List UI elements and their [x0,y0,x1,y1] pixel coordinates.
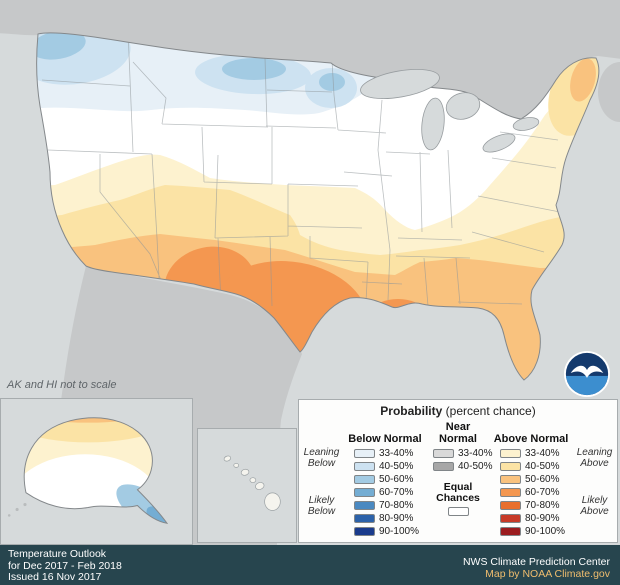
below-swatch-60-70 [353,488,375,497]
map-scale-note: AK and HI not to scale [7,379,117,391]
legend-left-side-labels: Leaning Below Likely Below [299,421,344,538]
maritime-canada [598,62,620,122]
above-swatch-40-50 [500,462,521,471]
alaska-inset-map [0,398,193,545]
canada-landmass [0,0,620,121]
below-swatch-40-50 [353,462,375,471]
aleutian-islands [7,502,27,517]
range-label: 33-40% [378,448,414,459]
alaska-shading [24,417,168,524]
footer-line-3: Issued 16 Nov 2017 [8,571,102,583]
equal-chances-swatch-wrap [426,507,490,516]
legend-row: 70-80% [490,499,572,512]
great-lakes [360,69,540,153]
below-swatch-50-60 [353,475,375,484]
above-normal-column: Above Normal 33-40% 40-50% 50-60% 60-70%… [490,421,572,538]
range-label: 50-60% [378,474,414,485]
range-label: 90-100% [378,526,419,537]
region-below-50-60 [36,32,345,91]
below-normal-header: Below Normal [348,432,422,445]
noaa-logo [563,350,611,398]
state-borders [41,32,561,307]
leaning-above-label: Leaning Above [576,447,613,469]
leaning-below-label: Leaning Below [303,447,340,469]
legend-title: Probability (percent chance) [299,404,617,418]
footer-credit-block: NWS Climate Prediction Center Map by NOA… [463,549,610,585]
near-swatch-40-50 [433,462,454,471]
conus-map [0,0,620,545]
hawaiian-islands [223,455,281,511]
below-swatch-33-40 [353,449,375,458]
range-label: 70-80% [525,500,560,511]
range-label: 90-100% [525,526,566,537]
range-label: 60-70% [378,487,414,498]
legend-body: Leaning Below Likely Below Below Normal … [299,421,617,538]
range-label: 50-60% [525,474,560,485]
range-label: 40-50% [525,461,560,472]
noaa-logo-gull-icon [570,365,604,378]
range-label: 40-50% [458,461,493,472]
legend-row: 50-60% [490,473,572,486]
footer-credit-cpc: NWS Climate Prediction Center [462,556,610,568]
likely-below-label: Likely Below [307,495,336,517]
probability-legend: Probability (percent chance) Leaning Bel… [298,399,618,543]
alaska-outline [23,417,169,524]
above-swatch-80-90 [500,514,521,523]
noaa-logo-ocean [565,375,609,396]
region-maine-above-50-60 [570,58,596,102]
range-label: 70-80% [378,500,414,511]
below-swatch-80-90 [353,514,375,523]
legend-row: 90-100% [490,525,572,538]
below-normal-column: Below Normal 33-40% 40-50% 50-60% 60-70%… [344,421,426,538]
likely-above-label: Likely Above [580,495,609,517]
legend-row: 60-70% [490,486,572,499]
near-swatch-33-40 [433,449,454,458]
legend-row: 70-80% [344,499,426,512]
above-swatch-50-60 [500,475,521,484]
legend-row: 40-50% [344,460,426,473]
range-label: 60-70% [525,487,560,498]
footer-line-2: for Dec 2017 - Feb 2018 [8,559,122,572]
equal-chances-label: Equal Chances [436,481,480,504]
legend-row: 80-90% [344,512,426,525]
range-label: 33-40% [525,448,560,459]
above-swatch-70-80 [500,501,521,510]
near-normal-column: Near Normal 33-40% 40-50% Equal Chances [426,421,493,538]
legend-row: 33-40% [426,447,493,460]
above-swatch-33-40 [500,449,521,458]
above-swatch-90-100 [500,527,521,536]
legend-row: 33-40% [490,447,572,460]
legend-title-word: Probability [380,404,443,418]
legend-row: 60-70% [344,486,426,499]
range-label: 80-90% [378,513,414,524]
below-swatch-90-100 [353,527,375,536]
footer-line-1: Temperature Outlook [8,548,107,560]
legend-row: 40-50% [426,460,493,473]
equal-chances-swatch [447,507,469,516]
legend-row: 80-90% [490,512,572,525]
legend-row: 50-60% [344,473,426,486]
near-normal-header: Near Normal [439,421,477,445]
range-label: 80-90% [525,513,560,524]
footer-credit-climategov: Map by NOAA Climate.gov [485,568,610,580]
legend-row: 33-40% [344,447,426,460]
range-label: 33-40% [458,448,493,459]
above-swatch-60-70 [500,488,521,497]
footer-bar: Temperature Outlook for Dec 2017 - Feb 2… [0,545,620,585]
legend-title-note: (percent chance) [442,404,536,418]
footer-title-block: Temperature Outlook for Dec 2017 - Feb 2… [8,548,122,585]
legend-right-side-labels: Leaning Above Likely Above [572,421,617,538]
below-swatch-70-80 [353,501,375,510]
legend-row: 40-50% [490,460,572,473]
hawaii-inset-map [197,428,297,543]
range-label: 40-50% [378,461,414,472]
legend-row: 90-100% [344,525,426,538]
above-normal-header: Above Normal [493,432,569,445]
